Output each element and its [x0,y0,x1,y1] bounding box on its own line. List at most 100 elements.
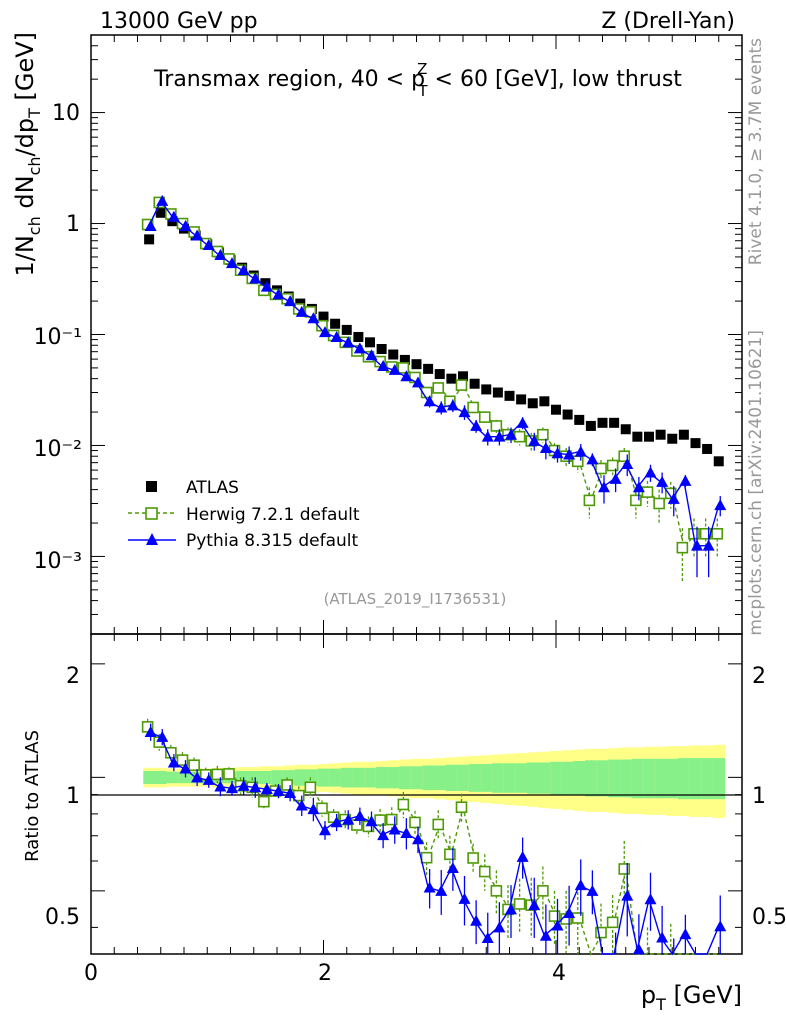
herwig-ratio-point [548,910,561,922]
pythia-point [621,458,634,470]
pythia-ratio-point [563,906,576,918]
atlas-point [504,390,515,401]
pythia-ratio-point [156,730,169,742]
herwig-ratio-point [304,781,317,794]
ratio-y-tick-1-left: 1 [66,784,80,809]
band-inner [445,764,458,792]
pythia-ratio-point [644,893,657,905]
pythia-ratio-point [458,892,471,904]
atlas-point [423,363,434,374]
herwig-point [420,386,433,399]
band-inner [631,758,644,799]
plot-title: Transmax region, 40 < pZ T < 60 [GeV], lo… [153,60,682,100]
x-tick-4: 4 [552,961,566,986]
pythia-point [667,492,680,504]
x-axis-label: pT [GeV] [641,981,742,1014]
herwig-ratio-point [595,926,607,939]
herwig-ratio-point [606,916,619,929]
band-inner [457,764,470,792]
ratio-uncertainty-bands [143,744,726,819]
y-tick-1e-3: 10⁻³ [34,549,82,574]
pythia-point [539,441,552,453]
atlas-point [574,414,585,425]
pythia-ratio-point [423,881,436,893]
legend-marker-herwig [145,507,158,520]
atlas-point [458,371,468,382]
herwig-point [583,494,596,507]
atlas-point [434,369,445,380]
band-inner [166,771,179,784]
herwig-point [478,411,491,423]
pythia-point [632,481,645,493]
atlas-point [585,420,596,431]
pythia-point [493,430,506,442]
atlas-point [516,394,527,405]
pythia-point [307,312,320,324]
band-inner [271,770,284,785]
legend-marker-pythia [146,533,158,545]
ratio-y-tick-2-right: 2 [752,664,766,689]
band-inner [340,767,354,788]
pythia-point [586,453,599,465]
pythia-ratio-point [307,803,320,815]
herwig-ratio-point [281,779,293,791]
pythia-ratio-point [551,919,564,931]
atlas-point [353,331,364,342]
band-inner [492,763,505,793]
y-tick-1e-2: 10⁻² [34,437,82,462]
pythia-ratio-point [632,943,645,955]
atlas-point [469,378,480,389]
pythia-point [656,475,669,487]
herwig-point [676,541,689,554]
pythia-point [144,220,157,232]
pythia-point [516,416,529,428]
herwig-point [490,420,503,432]
herwig-ratio-point [409,816,421,829]
pythia-ratio-point [342,813,355,825]
atlas-point [551,404,561,415]
band-inner [701,758,714,800]
band-inner [317,768,330,787]
ratio-y-tick-05-right: 0.5 [752,905,786,930]
atlas-point [144,234,155,245]
pythia-point [551,447,564,459]
atlas-point [678,429,689,440]
atlas-point [620,424,631,435]
herwig-ratio-point [223,768,235,780]
herwig-ratio-point [513,898,526,910]
band-inner [689,758,702,800]
pythia-point [702,539,715,551]
band-inner [654,758,667,799]
band-inner [678,758,691,800]
atlas-point [690,438,701,449]
pythia-ratio-point [365,815,378,827]
pythia-point [202,239,215,251]
band-inner [410,766,423,790]
herwig-ratio-point [571,912,584,924]
herwig-ratio-point [258,795,270,808]
pythia-ratio-point [656,931,669,943]
pythia-point [458,406,471,418]
atlas-point [667,433,678,444]
atlas-point [702,443,713,454]
pythia-ratio-point [516,850,529,862]
band-inner [538,762,551,794]
band-inner [550,761,563,795]
side-label-rivet: Rivet 4.1.0, ≥ 3.7M events [746,38,766,265]
herwig-point [455,379,468,391]
analysis-tag: (ATLAS_2019_I1736531) [324,590,507,609]
ratio-y-tick-05-left: 0.5 [45,905,80,930]
pythia-point [481,430,494,442]
pythia-point [319,326,331,338]
herwig-point [432,382,445,394]
pythia-ratio-point [214,780,227,792]
band-inner [329,768,342,787]
atlas-point [562,409,573,420]
herwig-ratio-line [148,726,719,956]
band-inner [643,758,656,799]
pythia-point [691,539,703,551]
pythia-ratio-point [377,829,390,841]
band-inner [259,770,272,785]
band-inner [666,758,679,799]
band-inner [399,766,412,790]
